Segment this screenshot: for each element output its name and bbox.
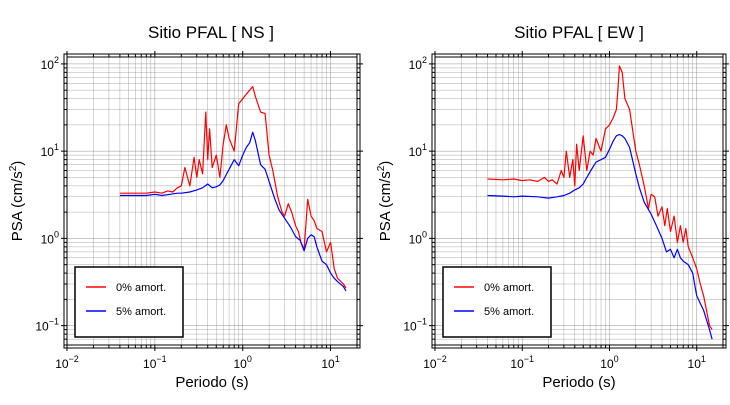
chart-panel-0: Sitio PFAL [ NS ]10−2 10−1 100 10110−110010… [8,23,363,391]
legend-label: 0% amort. [116,282,166,294]
legend-box [74,266,184,338]
y-axis-label-main: PSA (cm/s [9,171,26,241]
x-tick-label: 100 [600,354,618,371]
tick-label-base: 10 [143,357,157,371]
series-line-damping-0 [487,65,713,330]
tick-label-base: 10 [423,357,437,371]
series-line-damping-5 [119,131,347,292]
tick-label-base: 10 [321,357,335,371]
tick-label-base: 10 [41,58,55,72]
y-tick-label: 102 [41,55,59,72]
y-tick-label: 10−1 [403,317,427,334]
tick-label-base: 10 [234,357,248,371]
tick-label-base: 10 [41,145,55,159]
y-tick-label: 101 [409,142,427,159]
y-tick-label: 10−1 [35,317,59,334]
tick-label-base: 10 [55,357,69,371]
axis-frame-outer [431,53,727,349]
tick-label-exponent: 1 [335,354,340,364]
legend: 0% amort. 5% amort. [442,266,552,338]
legend: 0% amort. 5% amort. [74,266,184,338]
x-tick-label: 101 [321,354,339,371]
tick-label-base: 10 [688,357,702,371]
y-axis-label-superscript: 2 [8,165,19,171]
series-line-damping-5 [487,133,713,340]
y-tick-label: 102 [409,55,427,72]
tick-label-exponent: 0 [247,354,252,364]
tick-label-base: 10 [403,320,417,334]
tick-label-exponent: −1 [417,317,427,327]
y-axis-label: PSA (cm/s2) [376,161,394,242]
tick-label-base: 10 [41,232,55,246]
x-axis-label: Periodo (s) [542,374,615,391]
tick-label-exponent: −2 [69,354,79,364]
series-line-damping-0 [119,85,347,289]
tick-label-exponent: 0 [422,229,427,239]
chart-panel-1: Sitio PFAL [ EW ]10−2 10−1 100 10110−110010… [376,23,729,391]
tick-label-base: 10 [35,320,49,334]
x-tick-label: 10−1 [143,354,167,371]
tick-label-base: 10 [409,232,423,246]
x-axis-label: Periodo (s) [175,374,248,391]
tick-label-base: 10 [600,357,614,371]
tick-label-exponent: 1 [54,142,59,152]
chart-title: Sitio PFAL [ EW ] [514,23,644,42]
x-tick-label: 10−2 [423,354,447,371]
axis-frame [434,56,724,346]
y-axis-label-superscript: 2 [376,165,387,171]
chart-title: Sitio PFAL [ NS ] [148,23,274,42]
tick-label-exponent: 1 [422,142,427,152]
y-tick-label: 100 [409,229,427,246]
tick-label-exponent: −1 [156,354,166,364]
y-tick-label: 101 [41,142,59,159]
axis-frame-outer [63,53,361,349]
y-tick-label: 100 [41,229,59,246]
tick-label-exponent: −2 [437,354,447,364]
legend-label: 5% amort. [484,306,534,318]
tick-label-base: 10 [510,357,524,371]
tick-label-exponent: 0 [614,354,619,364]
legend-label: 5% amort. [116,306,166,318]
grid-lines [66,57,358,346]
tick-label-base: 10 [409,58,423,72]
y-axis-label-main: PSA (cm/s [377,171,394,241]
y-axis-label-end: ) [9,161,26,166]
legend-box [442,266,552,338]
grid-lines [434,57,724,346]
x-tick-label: 10−2 [55,354,79,371]
legend-label: 0% amort. [484,282,534,294]
tick-label-base: 10 [409,145,423,159]
x-tick-label: 101 [688,354,706,371]
tick-label-exponent: 2 [422,55,427,65]
y-axis-label: PSA (cm/s2) [8,161,26,242]
tick-label-exponent: 2 [54,55,59,65]
x-tick-label: 10−1 [510,354,534,371]
axis-frame [66,56,358,346]
tick-label-exponent: 1 [701,354,706,364]
y-axis-label-end: ) [377,161,394,166]
tick-label-exponent: −1 [524,354,534,364]
tick-label-exponent: −1 [49,317,59,327]
tick-label-exponent: 0 [54,229,59,239]
x-tick-label: 100 [234,354,252,371]
